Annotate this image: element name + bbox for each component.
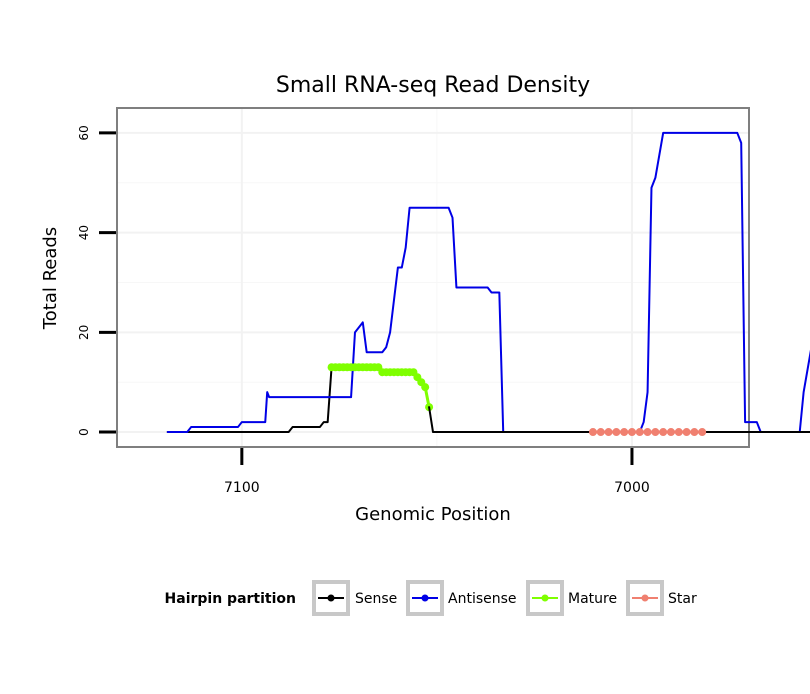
legend-label: Star xyxy=(668,591,697,607)
legend: Hairpin partition Sense Antisense Mature St… xyxy=(165,580,697,616)
legend-key-point xyxy=(641,594,649,602)
data-point-star xyxy=(612,428,621,437)
data-point-star xyxy=(635,428,644,437)
series-star xyxy=(588,428,707,437)
data-point-star xyxy=(698,428,707,437)
plot-panel-border xyxy=(116,107,750,448)
legend-key-point xyxy=(327,594,335,602)
data-point-star xyxy=(666,428,675,437)
series-line-sense xyxy=(166,366,333,434)
legend-title: Hairpin partition xyxy=(165,591,296,607)
series-sense xyxy=(166,366,333,434)
legend-item-antisense: Antisense xyxy=(406,580,517,616)
data-point-star xyxy=(643,428,652,437)
data-point-star xyxy=(674,428,683,437)
legend-label: Mature xyxy=(568,591,617,607)
x-tick-label: 7100 xyxy=(224,480,260,496)
data-point-star xyxy=(604,428,613,437)
x-axis-label: Genomic Position xyxy=(355,504,511,525)
legend-item-sense: Sense xyxy=(312,580,397,616)
series-mature xyxy=(327,363,434,412)
series-sense-tail xyxy=(428,406,810,434)
data-layer xyxy=(166,131,810,437)
x-tick-label: 7000 xyxy=(614,480,650,496)
data-point-mature xyxy=(421,383,430,392)
legend-items: Sense Antisense Mature Star xyxy=(312,580,697,616)
chart-title: Small RNA-seq Read Density xyxy=(276,73,590,98)
y-tick-label: 20 xyxy=(77,325,91,340)
data-point-star xyxy=(651,428,660,437)
data-point-star xyxy=(620,428,629,437)
legend-key-point xyxy=(421,594,429,602)
y-tick-label: 60 xyxy=(77,125,91,140)
y-axis-label: Total Reads xyxy=(40,227,61,330)
y-tick-label: 0 xyxy=(77,428,91,436)
data-point-star xyxy=(690,428,699,437)
series-line-sense-tail xyxy=(428,406,810,434)
legend-item-star: Star xyxy=(626,580,697,616)
data-point-star xyxy=(659,428,668,437)
legend-key-point xyxy=(541,594,549,602)
legend-label: Sense xyxy=(355,591,397,607)
legend-item-mature: Mature xyxy=(526,580,617,616)
y-tick-label: 40 xyxy=(77,225,91,240)
data-point-star xyxy=(682,428,691,437)
legend-label: Antisense xyxy=(448,591,517,607)
data-point-star xyxy=(627,428,636,437)
data-point-star xyxy=(596,428,605,437)
axis-layer: 0 20 40 60 7100 7000 xyxy=(77,125,650,496)
data-point-star xyxy=(588,428,597,437)
